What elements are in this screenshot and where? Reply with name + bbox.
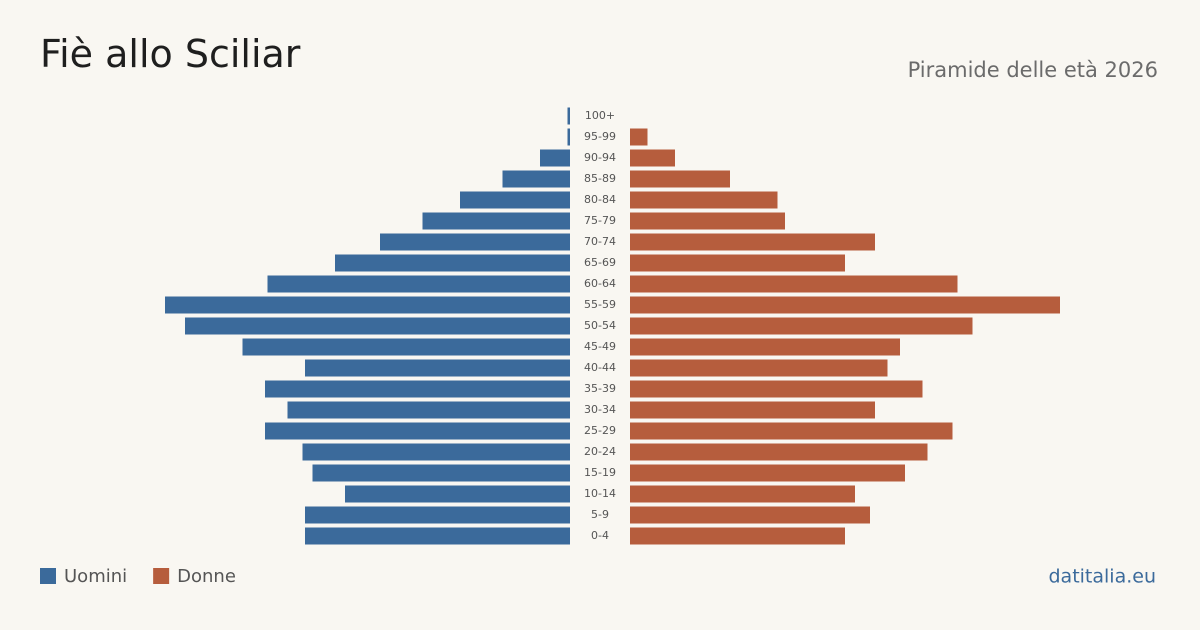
age-label: 20-24 — [584, 445, 616, 458]
age-label: 65-69 — [584, 256, 616, 269]
bar — [630, 527, 845, 545]
bar — [265, 422, 570, 440]
legend-label: Uomini — [64, 566, 127, 587]
age-label: 70-74 — [584, 235, 616, 248]
bar — [345, 485, 570, 503]
chart-title: Fiè allo Sciliar — [40, 32, 301, 76]
age-label: 85-89 — [584, 172, 616, 185]
bar — [630, 380, 923, 398]
age-label: 60-64 — [584, 277, 616, 290]
bar — [630, 422, 953, 440]
bar — [287, 401, 570, 419]
age-label: 35-39 — [584, 382, 616, 395]
bar — [630, 212, 785, 230]
bar — [165, 296, 570, 314]
bar — [265, 380, 570, 398]
bar — [567, 107, 570, 125]
legend-label: Donne — [177, 566, 236, 587]
source: datitalia.eu — [1049, 566, 1157, 588]
bar — [267, 275, 570, 293]
bar — [630, 443, 928, 461]
bar — [630, 359, 888, 377]
age-label: 75-79 — [584, 214, 616, 227]
bar — [460, 191, 570, 209]
bar — [630, 485, 855, 503]
bar — [540, 149, 570, 167]
bar — [305, 359, 570, 377]
bar — [380, 233, 570, 251]
bar — [335, 254, 570, 272]
bar — [305, 527, 570, 545]
bar — [630, 338, 900, 356]
age-label: 100+ — [585, 109, 615, 122]
age-label: 55-59 — [584, 298, 616, 311]
bar — [312, 464, 570, 482]
age-label: 5-9 — [591, 508, 609, 521]
age-label: 10-14 — [584, 487, 616, 500]
legend-swatch — [40, 568, 56, 584]
bar — [422, 212, 570, 230]
bar — [630, 149, 675, 167]
bar — [630, 128, 648, 146]
bar — [242, 338, 570, 356]
bar — [630, 275, 958, 293]
age-label: 40-44 — [584, 361, 616, 374]
legend-swatch — [153, 568, 170, 584]
bar — [630, 170, 730, 188]
age-label: 30-34 — [584, 403, 616, 416]
bar — [630, 506, 870, 524]
age-label: 80-84 — [584, 193, 616, 206]
age-label: 45-49 — [584, 340, 616, 353]
bar — [630, 191, 778, 209]
age-label: 95-99 — [584, 130, 616, 143]
bar — [502, 170, 570, 188]
bar — [302, 443, 570, 461]
bar — [630, 254, 845, 272]
bar — [630, 233, 875, 251]
bar — [305, 506, 570, 524]
age-label: 50-54 — [584, 319, 616, 332]
age-label: 0-4 — [591, 529, 609, 542]
age-label: 90-94 — [584, 151, 616, 164]
bar — [630, 401, 875, 419]
bar — [567, 128, 570, 146]
bar — [630, 464, 905, 482]
chart-subtitle: Piramide delle età 2026 — [908, 58, 1158, 82]
bar — [185, 317, 570, 335]
age-label: 25-29 — [584, 424, 616, 437]
bar — [630, 317, 973, 335]
bar — [630, 296, 1060, 314]
age-label: 15-19 — [584, 466, 616, 479]
